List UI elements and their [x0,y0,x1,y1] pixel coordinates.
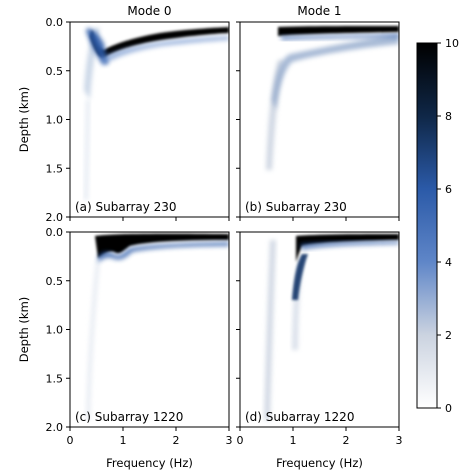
colorbar-tick-label: 4 [445,256,452,269]
x-tick-label: 0 [237,434,244,447]
panel-c-heatmap [70,232,229,427]
colorbar-tick-label: 8 [445,110,452,123]
x-tick-label: 3 [226,434,233,447]
x-tick-label: 1 [290,434,297,447]
x-axis-label-left: Frequency (Hz) [106,456,193,470]
y-tick-label: 0.0 [46,16,64,29]
y-axis-label-top: Depth (km) [17,87,31,153]
panel-b: (b) Subarray 230 [239,21,400,218]
x-axis-label-right: Frequency (Hz) [276,456,363,470]
colorbar-tick-label: 10 [445,37,459,50]
x-tick-label: 2 [343,434,350,447]
x-tick-label: 3 [396,434,403,447]
y-tick-label: 0.5 [46,275,64,288]
y-tick-label: 2.0 [46,211,64,224]
panel-b-heatmap [240,22,399,217]
colorbar-tick-label: 6 [445,183,452,196]
y-tick-label: 1.5 [46,162,64,175]
panel-a: (a) Subarray 230 [69,21,230,218]
y-tick-label: 2.0 [46,421,64,434]
x-tick-label: 1 [120,434,127,447]
axis-ticks: 0.00.51.01.52.00.00.51.01.52.00 1 2 3 0 1 2 3 [46,16,403,447]
colorbar: 0 2 4 6 8 10 [416,37,459,415]
panel-c: (c) Subarray 1220 [69,231,230,428]
y-axis-label-bottom: Depth (km) [17,297,31,363]
y-tick-label: 1.0 [46,324,64,337]
x-tick-label: 2 [173,434,180,447]
panel-d-heatmap [240,232,399,427]
colorbar-tick-label: 2 [445,329,452,342]
colorbar-tick-label: 0 [445,402,452,415]
y-tick-label: 1.0 [46,114,64,127]
column-title-mode-0: Mode 0 [127,4,171,18]
panel-a-heatmap [70,22,229,217]
y-tick-label: 0.0 [46,226,64,239]
panel-a-label: (a) Subarray 230 [75,200,177,214]
x-tick-label: 0 [67,434,74,447]
y-tick-label: 1.5 [46,372,64,385]
panel-b-label: (b) Subarray 230 [245,200,347,214]
y-tick-label: 0.5 [46,65,64,78]
column-title-mode-1: Mode 1 [297,4,341,18]
colorbar-ticks: 0 2 4 6 8 10 [437,37,459,415]
colorbar-gradient [416,42,438,409]
panel-d-label: (d) Subarray 1220 [245,410,354,424]
panel-c-label: (c) Subarray 1220 [75,410,183,424]
panel-d: (d) Subarray 1220 [239,231,400,428]
